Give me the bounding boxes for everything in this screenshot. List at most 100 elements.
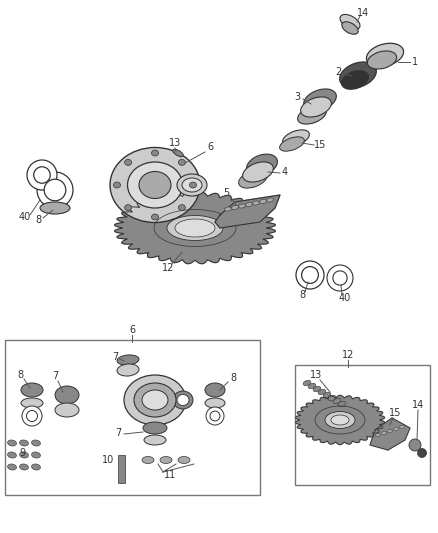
Ellipse shape (318, 389, 326, 395)
Ellipse shape (32, 440, 40, 446)
Ellipse shape (267, 198, 273, 202)
Ellipse shape (313, 386, 321, 392)
Ellipse shape (190, 182, 197, 188)
Ellipse shape (342, 22, 358, 34)
Ellipse shape (210, 411, 220, 421)
Bar (118, 455, 125, 483)
Ellipse shape (381, 431, 386, 434)
Ellipse shape (328, 395, 336, 401)
Ellipse shape (173, 391, 193, 409)
Ellipse shape (182, 178, 202, 192)
Ellipse shape (327, 265, 353, 291)
Ellipse shape (304, 89, 336, 111)
Ellipse shape (296, 261, 324, 289)
Ellipse shape (177, 174, 207, 196)
Ellipse shape (152, 214, 159, 220)
Text: 13: 13 (310, 370, 322, 380)
Ellipse shape (27, 160, 57, 190)
Ellipse shape (246, 203, 252, 207)
Text: 6: 6 (207, 142, 213, 152)
Text: 8: 8 (17, 370, 23, 380)
Ellipse shape (342, 71, 368, 90)
Ellipse shape (175, 219, 215, 237)
Ellipse shape (21, 398, 43, 408)
Ellipse shape (260, 199, 266, 204)
Ellipse shape (375, 433, 381, 437)
Text: 8: 8 (35, 215, 41, 225)
Bar (5, 340, 260, 495)
Ellipse shape (7, 464, 17, 470)
Ellipse shape (34, 167, 50, 183)
Ellipse shape (113, 182, 120, 188)
Ellipse shape (20, 464, 28, 470)
Ellipse shape (303, 380, 311, 386)
Ellipse shape (55, 403, 79, 417)
Text: 40: 40 (19, 212, 31, 222)
Ellipse shape (173, 149, 184, 157)
Text: 8: 8 (299, 290, 305, 300)
Text: 10: 10 (102, 455, 114, 465)
Ellipse shape (298, 106, 326, 124)
Ellipse shape (325, 411, 355, 429)
Ellipse shape (243, 162, 273, 182)
Ellipse shape (127, 162, 183, 208)
Ellipse shape (409, 439, 421, 451)
Bar (295, 365, 430, 485)
Ellipse shape (239, 170, 267, 188)
Ellipse shape (125, 205, 132, 211)
Ellipse shape (7, 452, 17, 458)
Ellipse shape (205, 383, 225, 397)
Text: 7: 7 (115, 428, 121, 438)
Text: 6: 6 (129, 325, 135, 335)
Ellipse shape (331, 415, 349, 425)
Text: 12: 12 (342, 350, 354, 360)
Ellipse shape (21, 383, 43, 397)
Polygon shape (115, 192, 276, 264)
Ellipse shape (20, 440, 28, 446)
Ellipse shape (239, 204, 245, 208)
Ellipse shape (117, 364, 139, 376)
Text: 9: 9 (19, 448, 25, 458)
Text: 4: 4 (282, 167, 288, 177)
Ellipse shape (167, 215, 223, 240)
Ellipse shape (333, 271, 347, 285)
Ellipse shape (338, 401, 346, 407)
Ellipse shape (55, 386, 79, 404)
Text: 15: 15 (389, 408, 401, 418)
Ellipse shape (32, 452, 40, 458)
Text: 15: 15 (314, 140, 326, 150)
Ellipse shape (279, 137, 304, 151)
Ellipse shape (134, 383, 176, 417)
Ellipse shape (142, 390, 168, 410)
Ellipse shape (124, 375, 186, 425)
Text: 5: 5 (223, 188, 229, 198)
Ellipse shape (399, 425, 404, 429)
Ellipse shape (44, 179, 66, 201)
Polygon shape (215, 195, 280, 228)
Polygon shape (296, 395, 385, 445)
Text: 7: 7 (112, 352, 118, 362)
Ellipse shape (178, 456, 190, 464)
Ellipse shape (152, 150, 159, 156)
Ellipse shape (232, 205, 238, 209)
Ellipse shape (22, 406, 42, 426)
Ellipse shape (300, 97, 331, 117)
Polygon shape (370, 418, 410, 450)
Ellipse shape (367, 51, 397, 69)
Text: 12: 12 (162, 263, 174, 273)
Ellipse shape (225, 207, 231, 211)
Text: 13: 13 (169, 138, 181, 148)
Ellipse shape (144, 435, 166, 445)
Ellipse shape (178, 159, 185, 165)
Ellipse shape (206, 407, 224, 425)
Text: 40: 40 (339, 293, 351, 303)
Ellipse shape (283, 130, 309, 146)
Ellipse shape (20, 452, 28, 458)
Ellipse shape (340, 62, 376, 88)
Text: 1: 1 (412, 57, 418, 67)
Text: 8: 8 (230, 373, 236, 383)
Text: 14: 14 (357, 8, 369, 18)
Ellipse shape (253, 201, 259, 205)
Text: 7: 7 (52, 371, 58, 381)
Ellipse shape (417, 448, 427, 457)
